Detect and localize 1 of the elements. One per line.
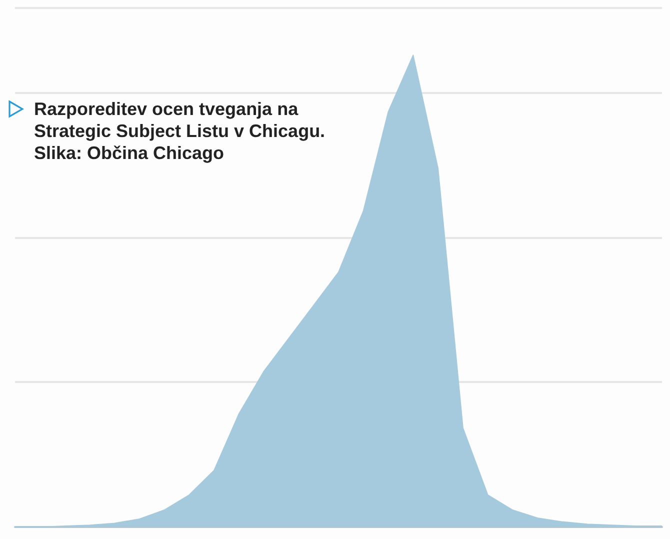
annotation: Razporeditev ocen tveganja na Strategic Subject Listu v Chicagu. Slika: Občina Chicago bbox=[34, 98, 326, 164]
